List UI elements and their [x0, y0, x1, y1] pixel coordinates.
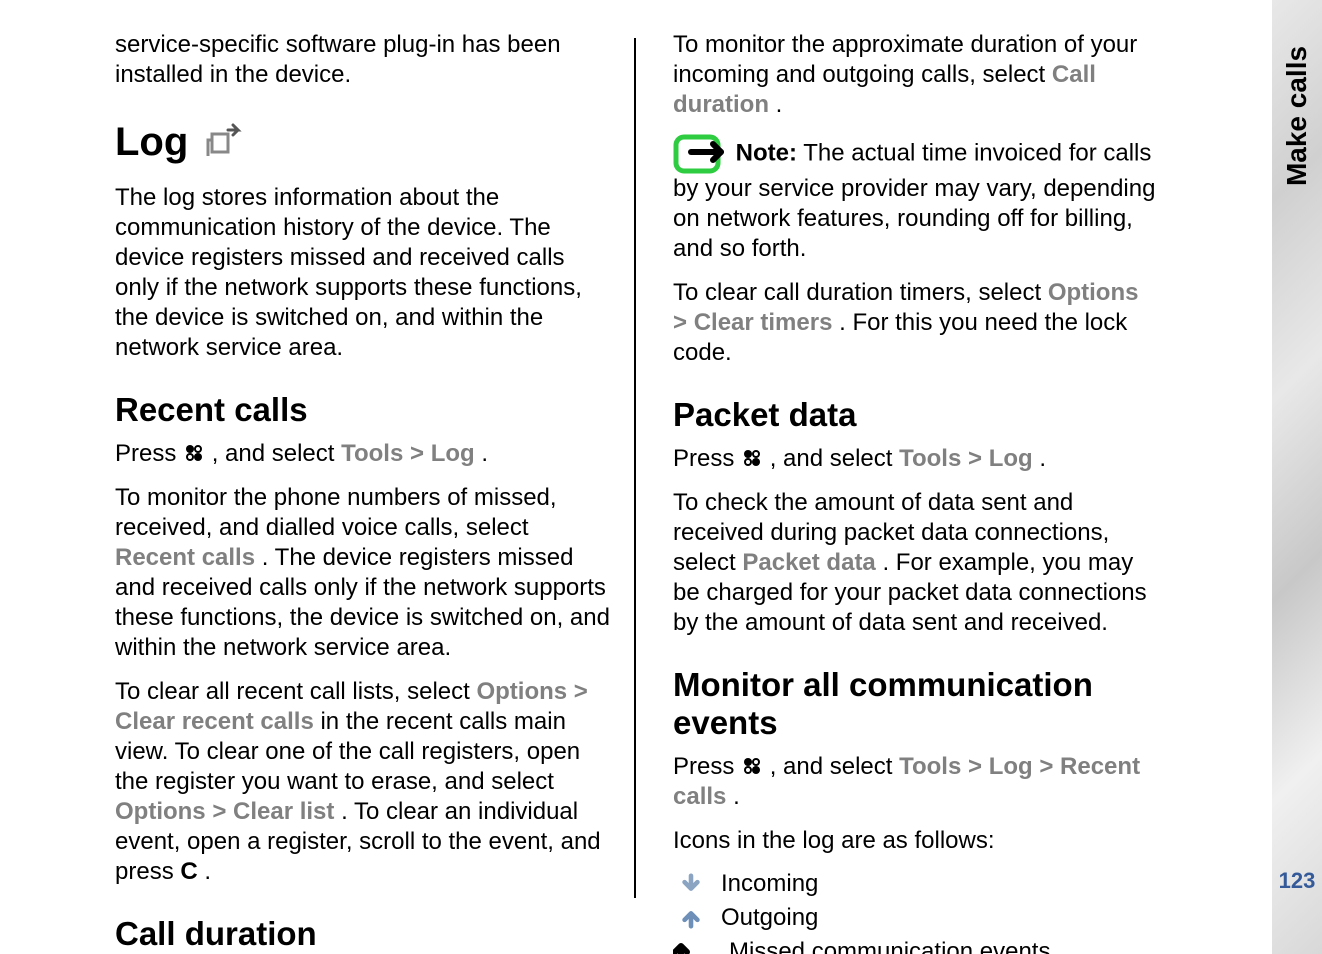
gt: >	[410, 440, 431, 467]
page-root: service-specific software plug-in has be…	[0, 0, 1322, 954]
log-heading: Log	[115, 120, 613, 165]
gt: >	[968, 445, 989, 472]
c-key: C	[180, 858, 197, 885]
text: .	[733, 783, 740, 810]
text: .	[776, 91, 783, 118]
monitor-events-heading: Monitor all communication events	[673, 666, 1158, 742]
column-divider	[634, 38, 636, 898]
monitor-press-line: Press , and select Tools > Log > Recent …	[673, 752, 1158, 812]
missed-arrow-icon	[673, 938, 717, 954]
log-heading-icon	[202, 122, 244, 164]
log-description: The log stores information about the com…	[115, 183, 613, 363]
log-heading-text: Log	[115, 120, 188, 165]
clear-list-label: Clear list	[233, 798, 334, 825]
outgoing-label: Outgoing	[721, 904, 818, 932]
log-label: Log	[989, 753, 1033, 780]
recent-press-line: Press , and select Tools > Log .	[115, 439, 613, 469]
clear-timers-para: To clear call duration timers, select Op…	[673, 278, 1158, 368]
intro-fragment: service-specific software plug-in has be…	[115, 30, 613, 90]
text: To clear all recent call lists, select	[115, 678, 476, 705]
text: Press	[673, 753, 741, 780]
missed-line: Missed communication events	[673, 938, 1158, 954]
gt: >	[968, 753, 989, 780]
incoming-label: Incoming	[721, 870, 818, 898]
note-block: Note: The actual time invoiced for calls…	[673, 134, 1158, 264]
text: .	[481, 440, 488, 467]
tools-label: Tools	[899, 445, 961, 472]
tools-label: Tools	[341, 440, 403, 467]
gt: >	[574, 678, 588, 705]
incoming-line: Incoming	[673, 870, 1158, 898]
menu-key-icon	[741, 447, 763, 469]
content-columns: service-specific software plug-in has be…	[115, 30, 1195, 954]
left-column: service-specific software plug-in has be…	[115, 30, 643, 954]
options-label: Options	[476, 678, 567, 705]
recent-calls-heading: Recent calls	[115, 391, 613, 429]
text: .	[204, 858, 211, 885]
packet-data-label: Packet data	[742, 549, 875, 576]
right-column: To monitor the approximate duration of y…	[643, 30, 1183, 954]
incoming-arrow-icon	[673, 870, 709, 898]
note-icon	[673, 134, 727, 174]
log-label: Log	[989, 445, 1033, 472]
side-tab-label: Make calls	[1281, 46, 1313, 186]
note-label: Note:	[736, 139, 797, 166]
call-duration-heading: Call duration	[115, 915, 613, 953]
text: , and select	[770, 445, 899, 472]
side-tab: Make calls 123	[1272, 0, 1322, 954]
menu-key-icon	[741, 755, 763, 777]
text: To clear call duration timers, select	[673, 279, 1048, 306]
missed-label: Missed communication events	[729, 938, 1050, 954]
packet-desc-para: To check the amount of data sent and rec…	[673, 488, 1158, 638]
menu-key-icon	[183, 442, 205, 464]
packet-press-line: Press , and select Tools > Log .	[673, 444, 1158, 474]
recent-clear-para: To clear all recent call lists, select O…	[115, 677, 613, 887]
recent-calls-label: Recent calls	[115, 544, 255, 571]
text: Press	[673, 445, 741, 472]
outgoing-line: Outgoing	[673, 904, 1158, 932]
text: Press	[115, 440, 183, 467]
text: , and select	[770, 753, 899, 780]
text: .	[1039, 445, 1046, 472]
options-label: Options	[1048, 279, 1139, 306]
page-number: 123	[1279, 868, 1316, 894]
clear-timers-label: Clear timers	[694, 309, 833, 336]
gt: >	[673, 309, 694, 336]
packet-data-heading: Packet data	[673, 396, 1158, 434]
options-label: Options	[115, 798, 206, 825]
log-label: Log	[431, 440, 475, 467]
gt: >	[1039, 753, 1060, 780]
gt: >	[212, 798, 233, 825]
text: , and select	[212, 440, 341, 467]
icons-intro: Icons in the log are as follows:	[673, 826, 1158, 856]
call-duration-monitor: To monitor the approximate duration of y…	[673, 30, 1158, 120]
recent-monitor-para: To monitor the phone numbers of missed, …	[115, 483, 613, 663]
clear-recent-calls-label: Clear recent calls	[115, 708, 314, 735]
tools-label: Tools	[899, 753, 961, 780]
text: To monitor the phone numbers of missed, …	[115, 484, 557, 541]
outgoing-arrow-icon	[673, 904, 709, 932]
